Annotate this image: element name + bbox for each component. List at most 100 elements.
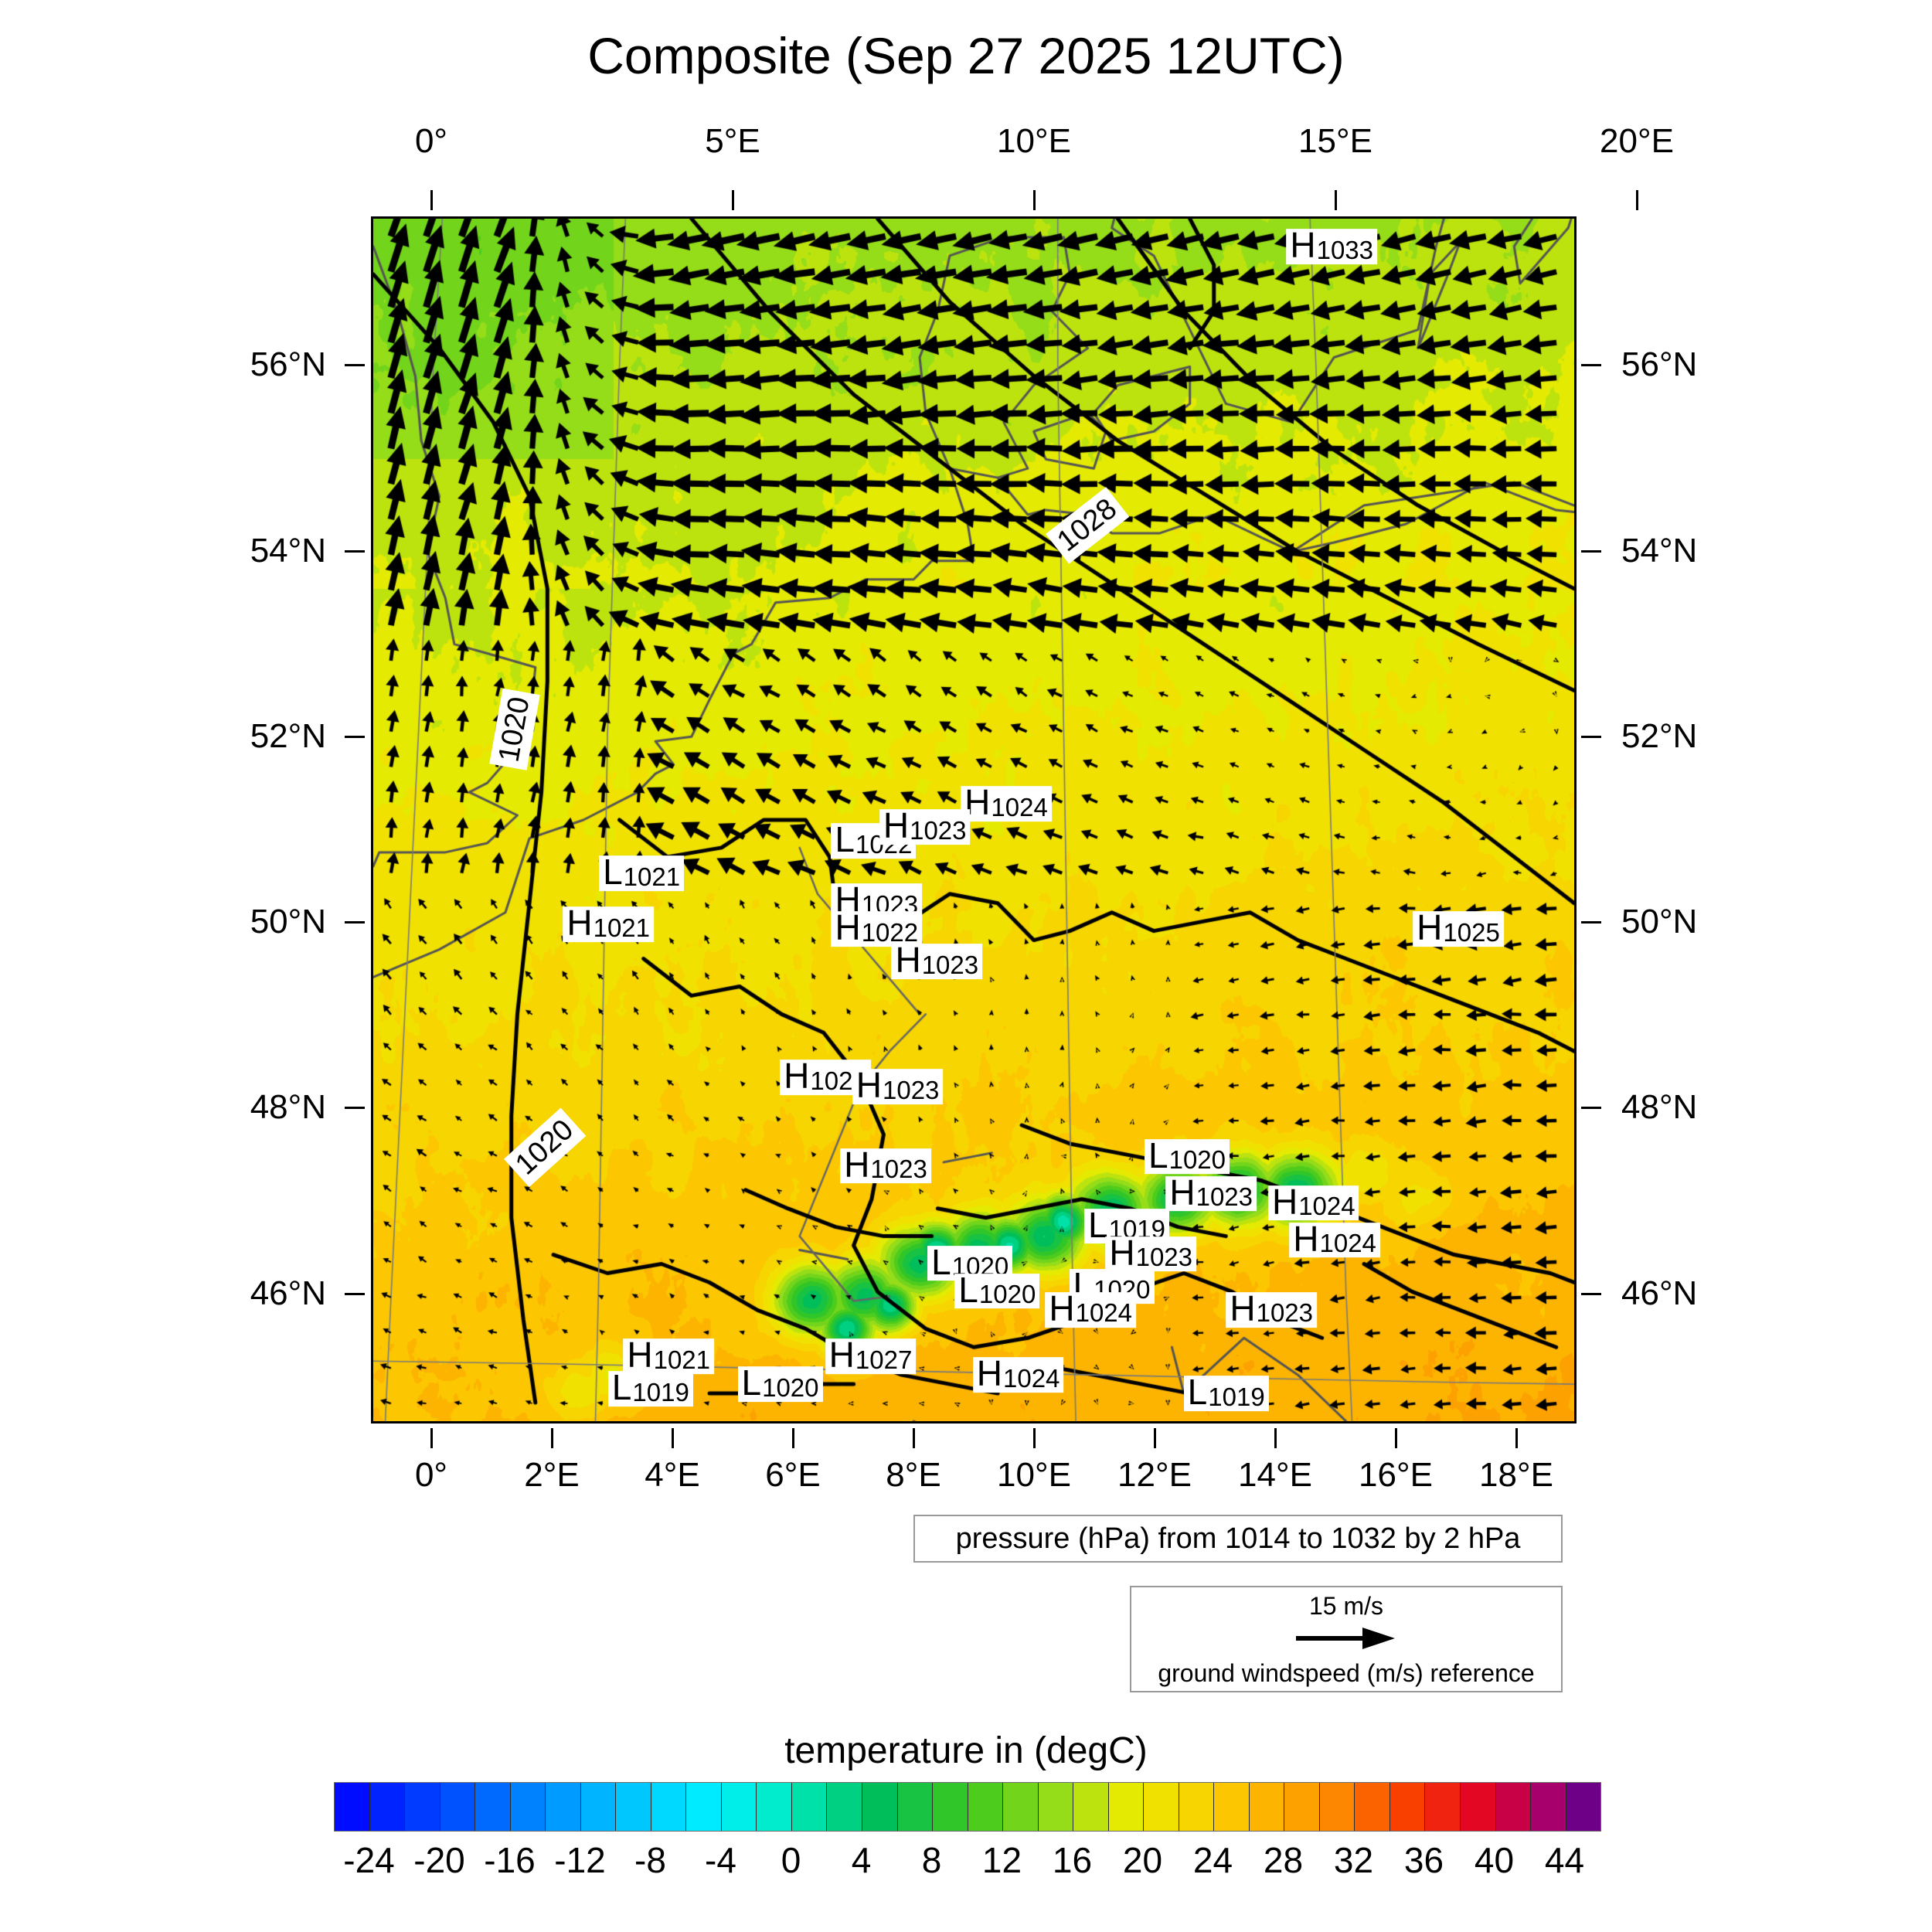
pressure-marker-kind: H <box>835 907 861 948</box>
colorbar-swatch <box>1284 1783 1320 1831</box>
pressure-marker-value: 1023 <box>921 951 979 980</box>
pressure-marker: L 1021 <box>599 852 685 893</box>
pressure-marker: H 1024 <box>1289 1221 1380 1258</box>
pressure-marker-kind: H <box>1271 1181 1298 1222</box>
pressure-marker-value: 1023 <box>910 815 967 845</box>
map-plot-area[interactable]: H1033H1024L1022H1023L1021H1023H1022H1021… <box>371 216 1577 1423</box>
colorbar-tick-8: 8 <box>921 1840 942 1880</box>
colorbar-tick-17: 44 <box>1544 1840 1585 1880</box>
pressure-marker-value: 1020 <box>1168 1145 1226 1175</box>
colorbar-tick-13: 28 <box>1263 1840 1304 1880</box>
pressure-marker-value: 1023 <box>1256 1298 1314 1328</box>
lon-label-top-3: 15°E <box>1298 122 1372 160</box>
pressure-marker-kind: H <box>1169 1172 1196 1213</box>
lon-label-bottom-4: 8°E <box>886 1456 941 1494</box>
colorbar-swatch <box>1461 1783 1496 1831</box>
pressure-marker-value: 1019 <box>1208 1382 1265 1411</box>
lon-tick-top-4 <box>1636 190 1638 210</box>
pressure-marker-value: 1021 <box>593 913 651 942</box>
colorbar-swatch <box>405 1783 440 1831</box>
pressure-marker-value: 1027 <box>855 1345 913 1374</box>
colorbar-swatch <box>933 1783 968 1831</box>
colorbar-swatch <box>1566 1783 1601 1831</box>
pressure-marker-kind: H <box>1290 225 1316 266</box>
pressure-marker-value: 1023 <box>870 1155 927 1184</box>
colorbar-swatch <box>1495 1783 1532 1831</box>
lon-tick-bottom-1 <box>551 1428 553 1448</box>
colorbar-swatch <box>440 1783 476 1831</box>
colorbar-tick-11: 20 <box>1122 1840 1163 1880</box>
lat-tick-left-1 <box>345 549 365 553</box>
lat-tick-right-0 <box>1581 364 1601 367</box>
colorbar-swatch <box>1003 1783 1039 1831</box>
colorbar-tick-10: 16 <box>1052 1840 1093 1880</box>
pressure-marker-kind: L <box>931 1241 951 1282</box>
colorbar-swatch <box>968 1783 1004 1831</box>
lat-label-left-0: 56°N <box>250 345 326 384</box>
temperature-colorbar[interactable] <box>334 1782 1601 1832</box>
colorbar-tick-0: -24 <box>343 1840 395 1880</box>
pressure-marker: L 1020 <box>737 1362 823 1403</box>
lon-tick-bottom-4 <box>913 1428 915 1448</box>
colorbar-tick-15: 36 <box>1403 1840 1444 1880</box>
colorbar-swatch <box>1038 1783 1074 1831</box>
pressure-legend-text: pressure (hPa) from 1014 to 1032 by 2 hP… <box>955 1522 1521 1555</box>
pressure-marker-value: 1019 <box>632 1377 689 1406</box>
colorbar-swatch <box>1249 1783 1285 1831</box>
pressure-marker-kind: H <box>1109 1232 1135 1273</box>
colorbar-swatch <box>721 1783 757 1831</box>
colorbar-swatch <box>475 1783 511 1831</box>
colorbar-tick-3: -12 <box>554 1840 606 1880</box>
pressure-marker-kind: H <box>566 903 593 944</box>
lon-tick-bottom-9 <box>1515 1428 1518 1448</box>
pressure-marker-kind: L <box>1148 1134 1168 1175</box>
colorbar-swatch <box>686 1783 722 1831</box>
colorbar-swatch <box>1214 1783 1250 1831</box>
colorbar-swatch <box>616 1783 651 1831</box>
colorbar-tick-2: -16 <box>484 1840 536 1880</box>
colorbar-swatch <box>1425 1783 1461 1831</box>
colorbar-swatch <box>1355 1783 1390 1831</box>
pressure-marker: H 1025 <box>1413 907 1504 948</box>
lat-label-right-1: 54°N <box>1621 531 1698 570</box>
pressure-marker: H 1023 <box>879 808 971 845</box>
lon-tick-bottom-0 <box>430 1428 433 1448</box>
colorbar-swatch <box>897 1783 934 1831</box>
pressure-marker-kind: H <box>1230 1287 1256 1328</box>
pressure-marker-value: 1024 <box>1298 1192 1355 1221</box>
pressure-marker-kind: H <box>1417 907 1443 948</box>
pressure-marker-value: 1023 <box>1135 1243 1193 1272</box>
lon-tick-top-3 <box>1335 190 1337 210</box>
lat-tick-left-4 <box>345 1107 365 1110</box>
lon-label-bottom-3: 6°E <box>765 1456 821 1494</box>
lon-label-bottom-8: 16°E <box>1359 1456 1433 1494</box>
pressure-marker: H 1023 <box>840 1147 931 1184</box>
pressure-marker-kind: H <box>976 1353 1002 1394</box>
colorbar-tick-12: 24 <box>1192 1840 1233 1880</box>
colorbar-tick-4: -8 <box>634 1840 666 1880</box>
colorbar-swatch <box>791 1783 828 1831</box>
pressure-marker-value: 1033 <box>1316 235 1374 264</box>
pressure-marker-kind: L <box>1087 1204 1108 1245</box>
colorbar-tick-5: -4 <box>705 1840 736 1880</box>
colorbar-tick-7: 4 <box>851 1840 872 1880</box>
lat-label-right-3: 50°N <box>1621 903 1698 941</box>
pressure-marker-value: 1022 <box>861 917 919 947</box>
pressure-marker-kind: L <box>741 1362 762 1403</box>
lon-label-top-0: 0° <box>414 122 448 160</box>
pressure-marker-kind: L <box>611 1367 632 1408</box>
lon-label-bottom-0: 0° <box>414 1456 448 1494</box>
lon-label-top-4: 20°E <box>1600 122 1674 160</box>
lat-tick-left-3 <box>345 921 365 924</box>
pressure-marker-value: 1021 <box>653 1345 711 1374</box>
lon-label-bottom-2: 4°E <box>645 1456 700 1494</box>
colorbar-tick-labels: -24 -20 -16 -12 -8 -4 0 4 8 12 16 20 24 28 32 36 40 44 <box>334 1839 1600 1886</box>
colorbar-swatch <box>827 1783 862 1831</box>
lon-label-bottom-5: 10°E <box>997 1456 1071 1494</box>
pressure-marker: H 1023 <box>1226 1287 1318 1328</box>
colorbar-title: temperature in (degC) <box>784 1730 1148 1771</box>
wind-reference-caption: ground windspeed (m/s) reference <box>1158 1659 1535 1687</box>
lat-label-right-4: 48°N <box>1621 1088 1698 1127</box>
pressure-marker-kind: L <box>603 852 623 893</box>
colorbar-swatch <box>1179 1783 1215 1831</box>
